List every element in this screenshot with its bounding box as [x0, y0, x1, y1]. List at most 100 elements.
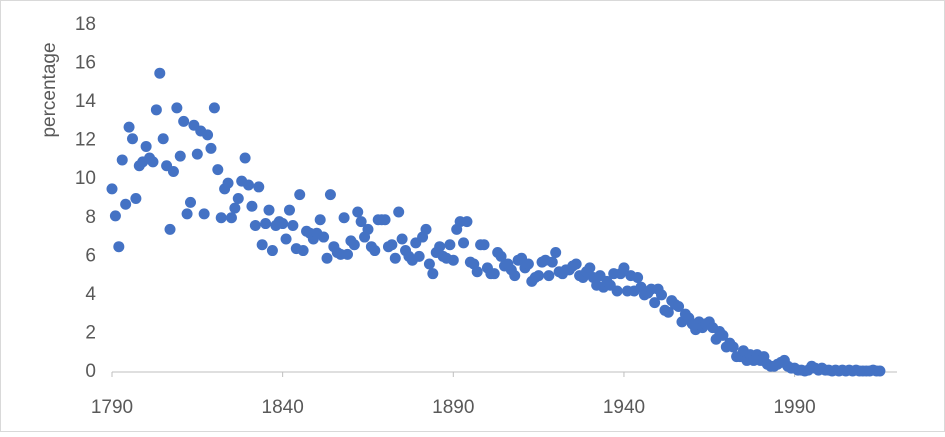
point [314, 214, 326, 226]
point [632, 272, 644, 284]
point [458, 237, 470, 249]
point [342, 248, 353, 260]
point [447, 254, 459, 266]
point [205, 142, 217, 154]
point [386, 239, 398, 251]
point [283, 204, 295, 216]
point [167, 166, 179, 178]
y-tick-label: 6 [85, 245, 96, 266]
point [185, 196, 196, 208]
point [171, 102, 183, 114]
point [543, 270, 555, 282]
point [126, 133, 138, 145]
y-tick-label: 16 [75, 53, 96, 74]
y-tick-label: 8 [85, 207, 96, 228]
point [212, 164, 224, 176]
point [297, 245, 309, 257]
point [662, 306, 674, 318]
point [338, 212, 350, 224]
point [294, 189, 306, 201]
point [277, 218, 289, 230]
point [618, 262, 630, 274]
point [673, 300, 685, 312]
x-tick-label: 1840 [262, 397, 304, 418]
y-tick-label: 14 [75, 91, 97, 112]
point [123, 121, 135, 133]
point [249, 219, 261, 231]
point [266, 245, 278, 257]
y-axis-title: percentage [39, 42, 60, 137]
point [570, 258, 582, 270]
point [324, 189, 336, 201]
point [191, 148, 203, 160]
point [222, 177, 234, 189]
y-tick-label: 10 [75, 168, 96, 189]
point [318, 231, 330, 243]
point [533, 270, 545, 282]
point [260, 218, 272, 230]
point [229, 202, 241, 214]
point [208, 102, 220, 114]
point [130, 193, 142, 204]
point [434, 241, 446, 253]
point [649, 297, 661, 309]
point [461, 216, 473, 228]
point [253, 181, 265, 193]
point [202, 129, 214, 141]
point [727, 341, 739, 353]
x-tick-label: 1940 [603, 397, 645, 418]
x-tick-label: 1790 [91, 397, 133, 418]
y-tick-label: 12 [75, 130, 96, 151]
point [232, 193, 244, 204]
point [389, 252, 401, 264]
point [509, 270, 521, 282]
point [246, 200, 258, 212]
point [113, 241, 125, 253]
point [444, 239, 456, 251]
point [198, 208, 210, 220]
point [348, 239, 360, 251]
point [225, 212, 237, 224]
point [362, 223, 374, 235]
y-tick-label: 0 [85, 361, 96, 382]
y-tick-label: 4 [85, 284, 96, 305]
point [611, 285, 623, 297]
point [355, 216, 367, 228]
point [423, 258, 435, 270]
point [550, 246, 562, 258]
point [379, 214, 391, 226]
point [174, 150, 186, 162]
point [157, 133, 169, 145]
point [478, 239, 490, 251]
point [287, 219, 299, 231]
y-tick-label: 18 [75, 14, 96, 35]
x-tick-label: 1990 [773, 397, 815, 418]
point [522, 258, 534, 270]
point [546, 256, 558, 268]
point [150, 104, 162, 116]
point [413, 250, 425, 262]
point [147, 156, 159, 168]
x-tick-label: 1890 [432, 397, 474, 418]
point [256, 239, 268, 251]
point [239, 152, 251, 164]
point [243, 179, 255, 191]
point [215, 212, 227, 224]
point [584, 262, 596, 274]
point [393, 206, 405, 218]
point [116, 154, 128, 166]
point [280, 233, 292, 245]
point [140, 140, 152, 152]
point [263, 204, 275, 216]
point [178, 115, 190, 127]
point [154, 67, 166, 79]
point [420, 223, 432, 235]
point [109, 210, 121, 222]
point [369, 245, 381, 257]
point [164, 223, 176, 235]
y-tick-label: 2 [85, 322, 96, 343]
point [321, 252, 333, 264]
point [495, 250, 507, 262]
point [717, 329, 729, 341]
